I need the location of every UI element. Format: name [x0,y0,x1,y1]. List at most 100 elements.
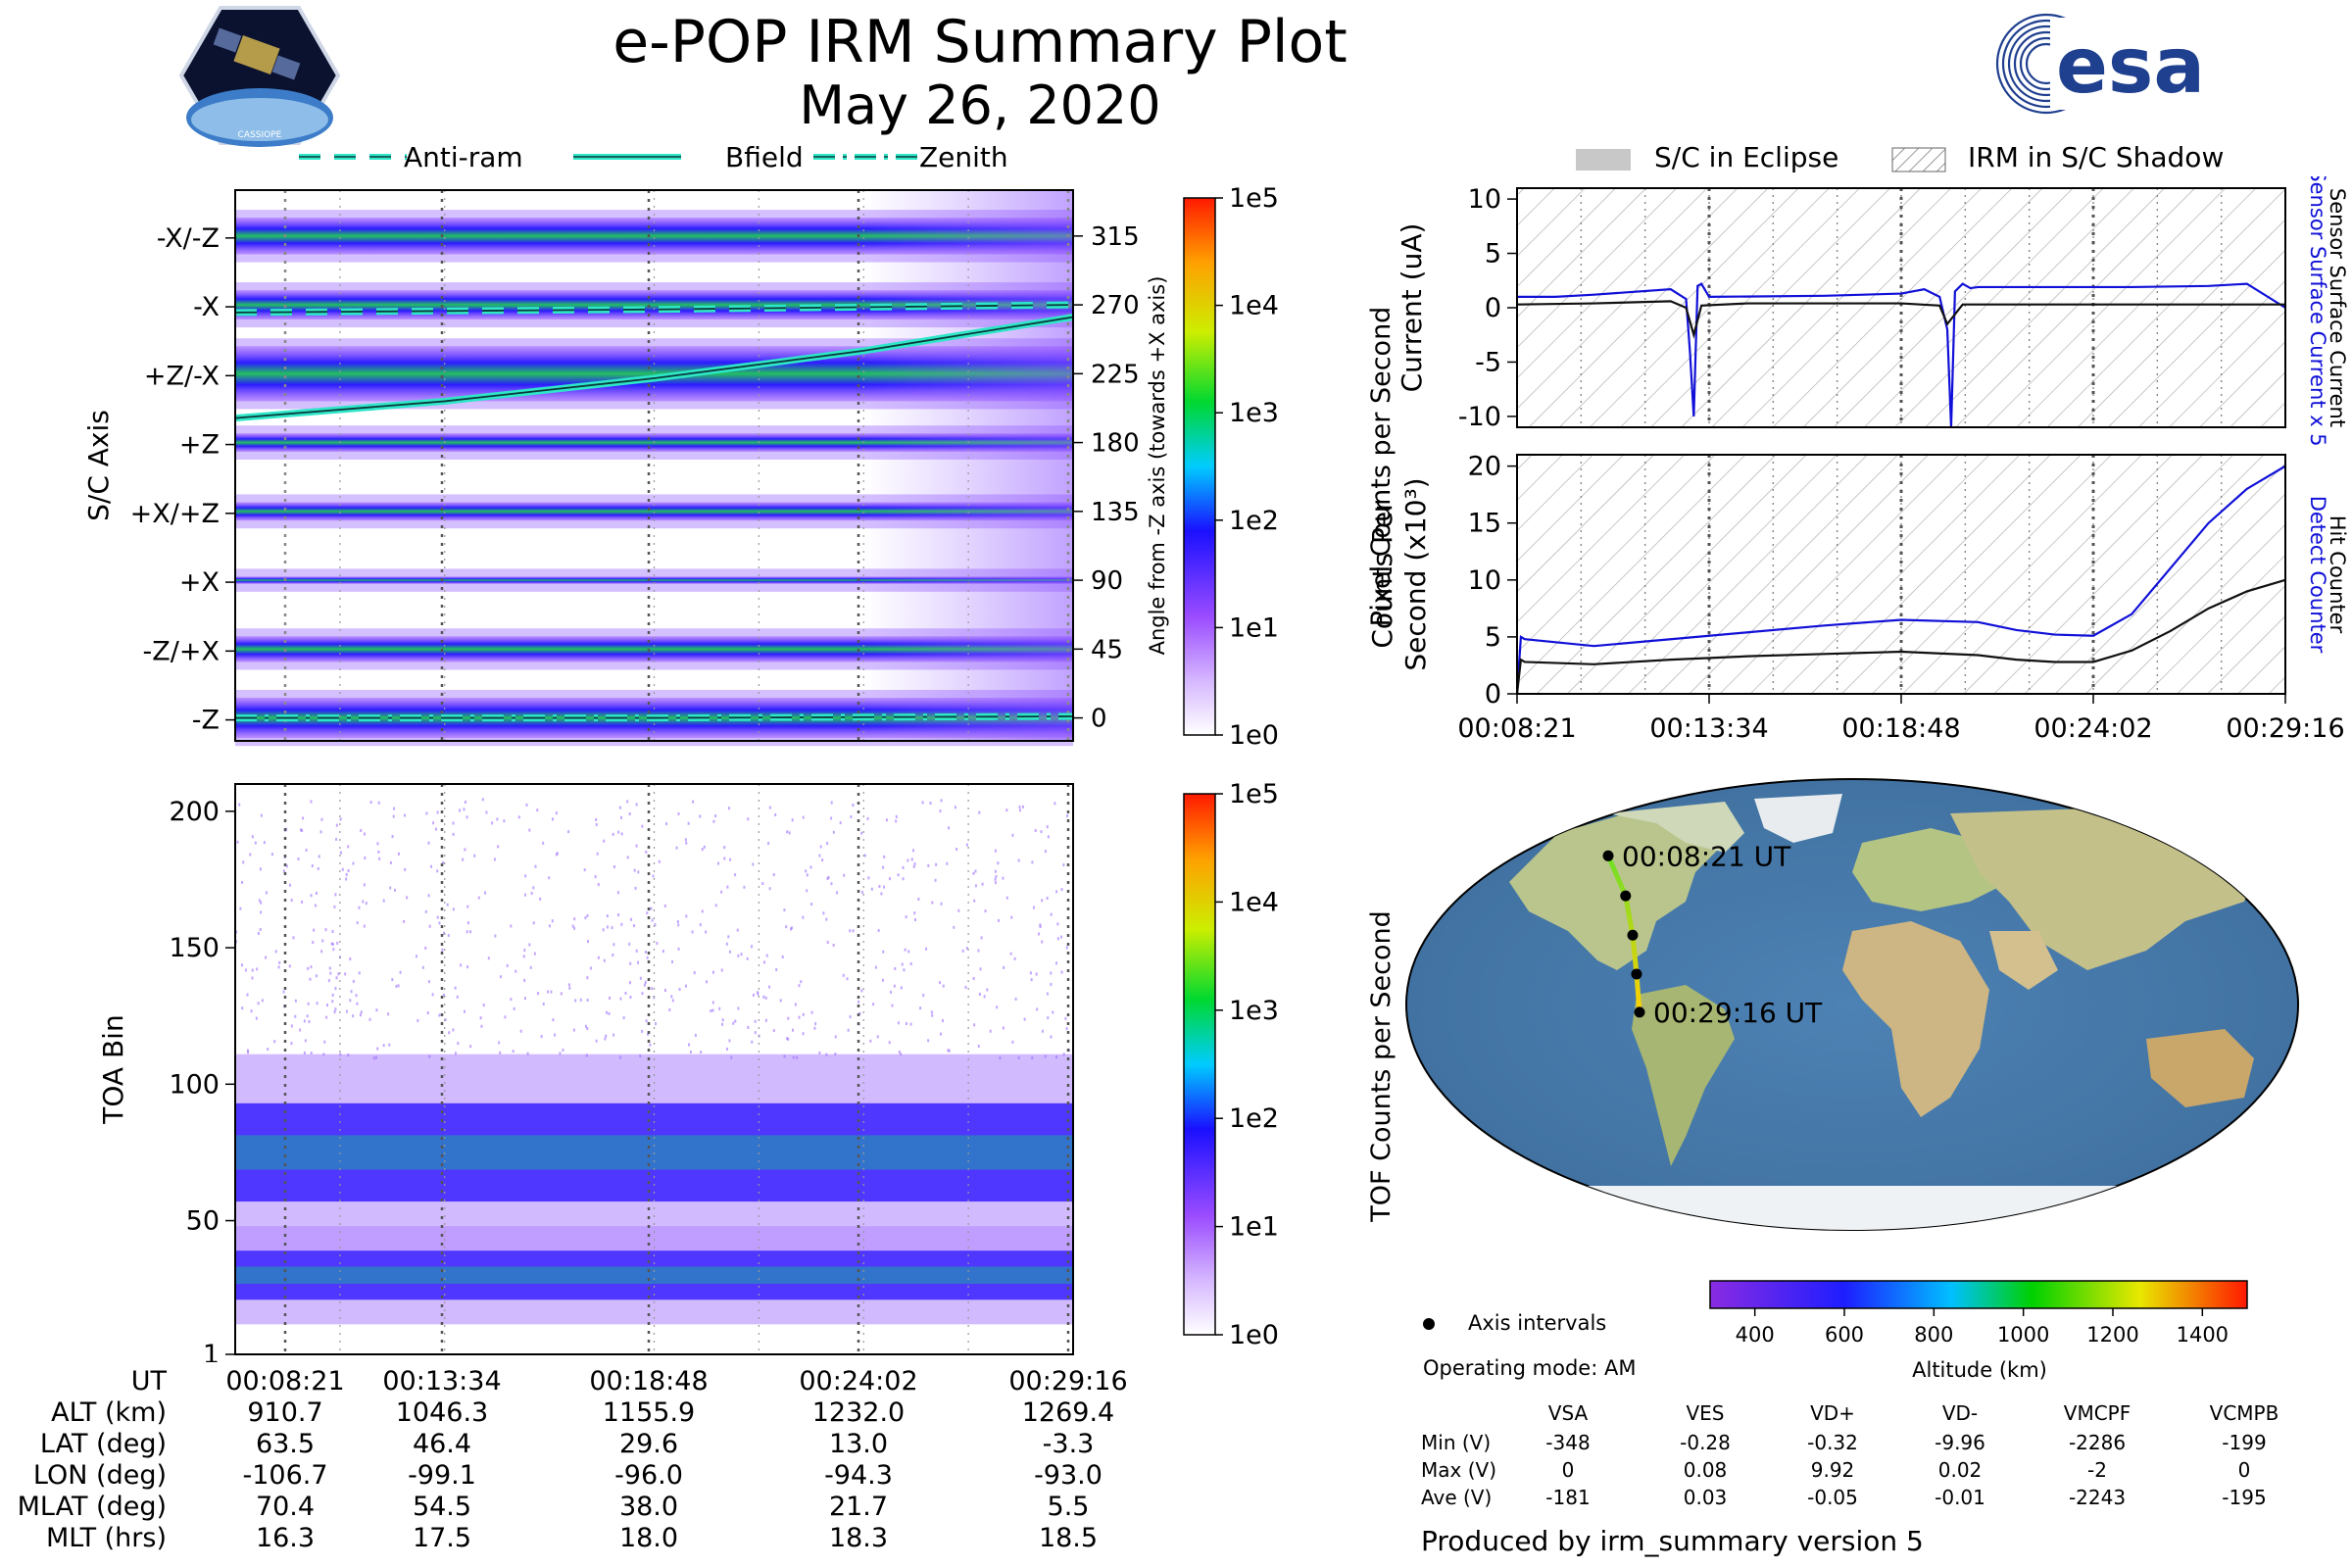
toa-band-core [235,1266,1073,1285]
noise-dot [897,1021,900,1025]
voltage-column-header: VSA [1547,1401,1589,1425]
noise-dot [705,930,708,934]
noise-dot [548,924,551,928]
noise-dot [325,1015,328,1019]
noise-dot [630,917,633,921]
altitude-tick-label: 400 [1736,1323,1775,1347]
noise-dot [863,854,866,858]
noise-dot [628,942,631,946]
noise-dot [1029,971,1032,975]
noise-dot [294,999,297,1003]
noise-dot [579,998,582,1002]
noise-dot [251,976,254,980]
orbit-cell: 54.5 [412,1492,472,1522]
noise-dot [1047,1016,1050,1020]
noise-dot [791,926,794,930]
noise-dot [479,1016,482,1020]
orbit-cell: -93.0 [1034,1460,1102,1491]
noise-dot [654,923,657,927]
noise-dot [728,1039,731,1043]
noise-dot [573,926,576,930]
voltage-cell: 0.03 [1683,1486,1728,1509]
noise-dot [626,800,629,804]
noise-dot [764,996,767,1000]
x-tick-label: 00:13:34 [1649,713,1768,744]
noise-dot [633,868,636,872]
noise-dot [671,959,674,963]
noise-dot [257,931,260,935]
orbit-cell: 1046.3 [395,1397,489,1428]
noise-dot [393,807,396,810]
x-tick-label: 00:08:21 [1457,713,1576,744]
noise-dot [634,886,637,890]
noise-dot [768,806,771,809]
noise-dot [620,922,623,926]
bfield-curve-core [234,316,1074,419]
noise-dot [349,957,352,961]
noise-dot [606,925,609,929]
noise-dot [1014,997,1017,1001]
noise-dot [301,900,304,904]
noise-dot [510,924,513,928]
sc-axis-plot-area: 315 -X/-Z 270 -X 225 +Z/-X 180 +Z 135 +X/+Z 90 +X 45… [82,189,1169,747]
noise-dot [665,822,668,826]
noise-dot [1044,1054,1047,1058]
noise-dot [466,905,469,908]
noise-dot [740,953,743,956]
noise-dot [1055,1055,1058,1059]
noise-dot [331,993,334,997]
noise-dot [849,1015,852,1019]
noise-dot [497,845,500,849]
noise-dot [1046,992,1049,996]
noise-dot [1066,813,1069,817]
noise-dot [893,984,896,988]
noise-dot [356,1002,359,1005]
noise-dot [350,990,353,994]
noise-dot [303,1051,306,1054]
x-tick-label: 00:29:16 [2226,713,2344,744]
noise-dot [254,841,257,845]
noise-dot [1035,972,1038,976]
colorbar-tick-label: 1e3 [1229,996,1279,1026]
noise-dot [860,989,863,993]
esa-logo-text: esa [2056,23,2205,111]
noise-dot [635,949,638,953]
noise-dot [1017,858,1020,862]
noise-dot [819,845,822,849]
noise-dot [839,821,842,825]
noise-dot [363,924,366,928]
y-tick-label: -10 [1458,402,1501,432]
noise-dot [685,841,688,845]
noise-dot [317,866,319,870]
orbit-row-label: UT [130,1366,167,1396]
voltage-cell: -348 [1545,1431,1591,1454]
noise-dot [628,812,631,816]
noise-dot [685,914,688,918]
noise-dot [512,1050,514,1054]
noise-dot [693,971,696,975]
noise-dot [403,919,406,923]
orbit-cell: 18.3 [828,1523,889,1553]
noise-dot [711,1001,714,1004]
noise-dot [842,973,845,977]
noise-dot [606,914,609,918]
noise-dot [316,1002,318,1005]
noise-dot [586,998,589,1002]
noise-dot [517,815,520,819]
noise-dot [1011,833,1014,837]
orbit-cell: -94.3 [824,1460,893,1491]
noise-dot [953,925,956,929]
noise-dot [1050,971,1053,975]
noise-dot [832,943,835,947]
y-tick-label: 0 [1485,679,1501,710]
noise-dot [654,1022,657,1026]
noise-dot [624,991,627,995]
noise-dot [996,1005,999,1009]
noise-dot [835,891,838,895]
noise-dot [645,1019,648,1023]
noise-dot [352,861,355,865]
noise-dot [322,1053,325,1056]
voltage-column-header: VCMPB [2209,1401,2279,1425]
noise-dot [940,1032,943,1036]
noise-dot [787,1016,790,1020]
